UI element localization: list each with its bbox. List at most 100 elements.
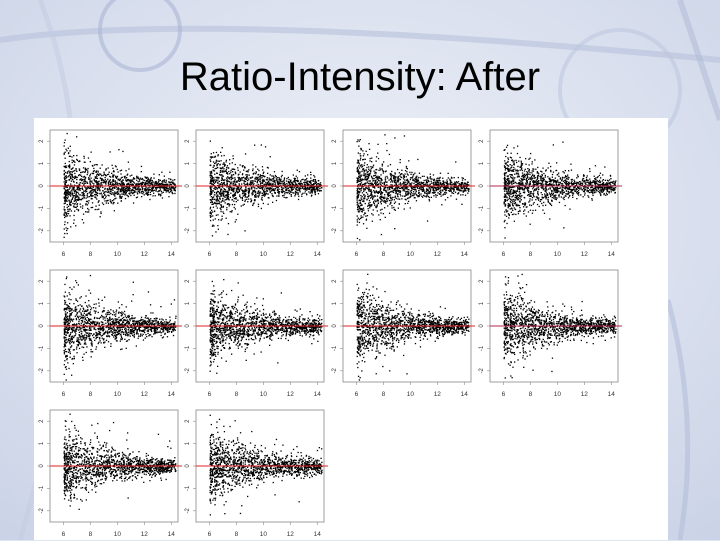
y-tick-label: 2 — [332, 279, 338, 283]
x-tick-label: 12 — [141, 251, 149, 258]
x-tick-label: 8 — [382, 251, 386, 258]
x-tick-label: 6 — [502, 391, 506, 398]
x-tick-label: 14 — [168, 531, 176, 538]
y-tick-label: 0 — [39, 184, 45, 188]
y-tick-label: 2 — [39, 419, 45, 423]
x-tick-label: 6 — [62, 391, 66, 398]
scatter-points — [64, 133, 177, 238]
x-tick-label: 12 — [287, 531, 295, 538]
scatter-points — [210, 415, 323, 516]
y-tick-label: 0 — [185, 184, 191, 188]
x-tick-label: 12 — [287, 251, 295, 258]
y-tick-label: -1 — [39, 345, 45, 351]
x-tick-label: 12 — [434, 251, 442, 258]
y-tick-label: 0 — [185, 324, 191, 328]
x-tick-label: 10 — [554, 391, 562, 398]
x-tick-label: 14 — [608, 251, 616, 258]
y-tick-label: 2 — [39, 279, 45, 283]
scatter-points — [210, 141, 323, 237]
x-tick-label: 14 — [314, 531, 322, 538]
x-tick-label: 12 — [581, 251, 589, 258]
y-tick-label: 0 — [479, 184, 485, 188]
x-tick-label: 6 — [355, 391, 359, 398]
y-tick-label: 2 — [479, 139, 485, 143]
y-tick-label: 1 — [332, 301, 338, 305]
y-tick-label: 1 — [185, 441, 191, 445]
x-tick-label: 14 — [314, 251, 322, 258]
x-tick-label: 14 — [461, 391, 469, 398]
scatter-points — [357, 274, 470, 381]
y-tick-label: -1 — [39, 205, 45, 211]
x-tick-label: 8 — [235, 251, 239, 258]
x-tick-label: 8 — [235, 391, 239, 398]
slide-title: Ratio-Intensity: After — [0, 55, 720, 100]
y-tick-label: -1 — [185, 485, 191, 491]
x-tick-label: 14 — [168, 391, 176, 398]
y-tick-label: -2 — [479, 227, 485, 233]
x-tick-label: 10 — [260, 531, 268, 538]
y-tick-label: 1 — [332, 161, 338, 165]
x-tick-label: 14 — [168, 251, 176, 258]
x-tick-label: 8 — [235, 531, 239, 538]
y-tick-label: 0 — [39, 464, 45, 468]
x-tick-label: 12 — [287, 391, 295, 398]
y-tick-label: -1 — [185, 205, 191, 211]
y-tick-label: 2 — [39, 139, 45, 143]
y-tick-label: 0 — [332, 184, 338, 188]
x-tick-label: 14 — [608, 391, 616, 398]
x-tick-label: 14 — [461, 251, 469, 258]
y-tick-label: -2 — [185, 367, 191, 373]
y-tick-label: 2 — [332, 139, 338, 143]
y-tick-label: -1 — [332, 205, 338, 211]
y-tick-label: 0 — [479, 324, 485, 328]
x-tick-label: 12 — [141, 531, 149, 538]
y-tick-label: 2 — [479, 279, 485, 283]
x-tick-label: 10 — [407, 251, 415, 258]
x-tick-label: 8 — [89, 531, 93, 538]
x-tick-label: 12 — [434, 391, 442, 398]
y-tick-label: 1 — [39, 161, 45, 165]
y-tick-label: -1 — [479, 205, 485, 211]
y-tick-label: -1 — [39, 485, 45, 491]
y-tick-label: -2 — [479, 367, 485, 373]
scatter-points — [64, 414, 177, 510]
scatter-points — [504, 142, 617, 239]
x-tick-label: 8 — [382, 391, 386, 398]
y-tick-label: 2 — [185, 279, 191, 283]
x-tick-label: 10 — [114, 251, 122, 258]
y-tick-label: -2 — [39, 507, 45, 513]
x-tick-label: 6 — [355, 251, 359, 258]
x-tick-label: 10 — [260, 391, 268, 398]
y-tick-label: -2 — [332, 227, 338, 233]
scatter-points — [64, 275, 177, 381]
x-tick-label: 8 — [89, 251, 93, 258]
y-tick-label: -2 — [332, 367, 338, 373]
y-tick-label: 1 — [185, 301, 191, 305]
scatter-points — [357, 134, 470, 240]
x-tick-label: 6 — [208, 391, 212, 398]
y-tick-label: 1 — [479, 161, 485, 165]
x-tick-label: 8 — [89, 391, 93, 398]
x-tick-label: 6 — [62, 251, 66, 258]
x-tick-label: 10 — [260, 251, 268, 258]
x-tick-label: 6 — [502, 251, 506, 258]
y-tick-label: 1 — [39, 441, 45, 445]
x-tick-label: 6 — [208, 251, 212, 258]
x-tick-label: 6 — [62, 531, 66, 538]
x-tick-label: 14 — [314, 391, 322, 398]
